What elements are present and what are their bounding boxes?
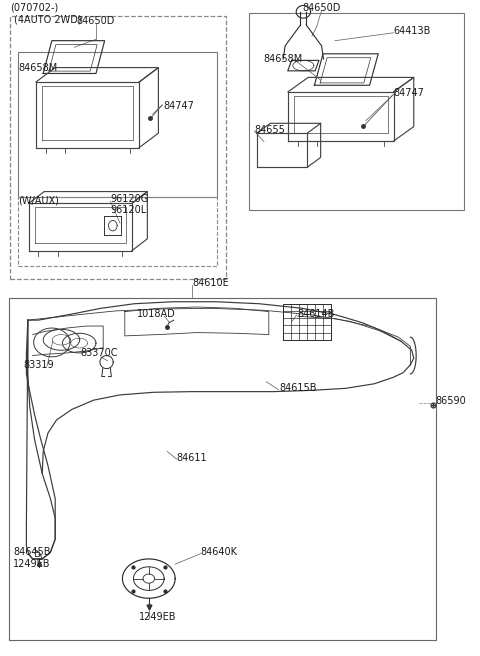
Text: 84614B: 84614B — [298, 308, 335, 319]
Text: 1249EB: 1249EB — [139, 611, 177, 622]
Text: 84610E: 84610E — [192, 278, 229, 289]
Text: 84658M: 84658M — [18, 63, 58, 73]
Text: (070702-): (070702-) — [11, 3, 59, 13]
Text: 83319: 83319 — [23, 359, 54, 370]
Text: 1018AD: 1018AD — [137, 308, 176, 319]
Text: (4AUTO 2WD): (4AUTO 2WD) — [14, 14, 82, 25]
Text: 84650D: 84650D — [302, 3, 341, 13]
Text: (W/AUX): (W/AUX) — [18, 195, 59, 206]
Text: 96120G: 96120G — [110, 194, 149, 205]
Text: 84645B: 84645B — [13, 547, 51, 558]
Text: 84655: 84655 — [254, 125, 285, 135]
Text: 96120L: 96120L — [110, 205, 147, 215]
Text: 84747: 84747 — [163, 101, 194, 112]
Text: 84615B: 84615B — [279, 383, 317, 394]
Text: 84611: 84611 — [177, 453, 207, 463]
Text: 1249EB: 1249EB — [13, 559, 51, 569]
Text: 84640K: 84640K — [201, 547, 238, 558]
Text: 84747: 84747 — [394, 88, 424, 98]
Text: 84650D: 84650D — [77, 16, 115, 26]
Text: 83370C: 83370C — [81, 348, 118, 358]
Text: 64413B: 64413B — [394, 26, 431, 37]
Text: 84658M: 84658M — [263, 54, 302, 64]
Text: 86590: 86590 — [435, 396, 466, 407]
